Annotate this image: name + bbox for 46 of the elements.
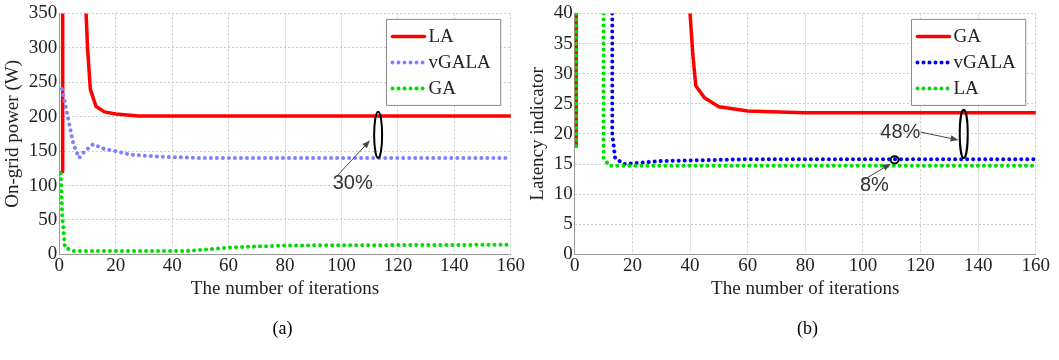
- y-tick-label: 200: [28, 104, 58, 126]
- legend-label: vGALA: [428, 51, 492, 73]
- x-axis-title: The number of iterations: [190, 276, 380, 298]
- y-tick-label: 20: [553, 121, 573, 143]
- text: (b): [796, 318, 819, 339]
- x-tick-label: 160: [1021, 253, 1050, 275]
- x-tick-label: 40: [680, 253, 700, 275]
- x-tick-label: 20: [622, 253, 642, 275]
- x-tick-label: 60: [219, 253, 239, 275]
- x-tick-label: 20: [106, 253, 126, 275]
- y-tick-label: 350: [28, 1, 58, 23]
- x-tick-label: 80: [795, 253, 815, 275]
- x-tick-label: 100: [327, 253, 356, 275]
- y-tick-label: 25: [553, 91, 573, 113]
- legend-label: LA: [428, 25, 455, 47]
- y-tick-label: 35: [553, 31, 573, 53]
- x-tick-label: 60: [738, 253, 758, 275]
- y-tick-label: 300: [28, 35, 58, 57]
- x-tick-label: 140: [440, 253, 469, 275]
- y-tick-label: 15: [553, 152, 573, 174]
- annotation: 48%: [880, 119, 921, 142]
- y-tick-label: 150: [28, 139, 58, 161]
- x-axis-title: The number of iterations: [711, 276, 900, 298]
- y-tick-label: 5: [563, 212, 573, 234]
- x-tick-label: 120: [906, 253, 935, 275]
- legend-label: LA: [953, 77, 980, 99]
- x-tick-label: 160: [496, 253, 525, 275]
- x-tick-label: 120: [383, 253, 413, 275]
- legend-label: vGALA: [953, 51, 1017, 73]
- x-tick-label: 40: [162, 253, 182, 275]
- x-tick-label: 100: [848, 253, 878, 275]
- y-tick-label: 250: [28, 70, 58, 92]
- y-axis-title: Latency indicator: [526, 66, 548, 201]
- y-tick-label: 100: [28, 173, 58, 195]
- y-tick-label: 50: [38, 207, 58, 229]
- text: (a): [271, 318, 294, 339]
- y-tick-label: 40: [553, 1, 573, 23]
- x-tick-label: 80: [275, 253, 295, 275]
- legend-label: GA: [428, 77, 457, 99]
- legend-label: GA: [953, 25, 982, 47]
- x-tick-label: 140: [963, 253, 993, 275]
- y-tick-label: 10: [553, 182, 573, 204]
- annotation: 8%: [859, 172, 890, 195]
- annotation: 30%: [332, 170, 373, 193]
- y-tick-label: 30: [553, 61, 573, 83]
- y-axis-title: On-grid power (W): [1, 60, 24, 208]
